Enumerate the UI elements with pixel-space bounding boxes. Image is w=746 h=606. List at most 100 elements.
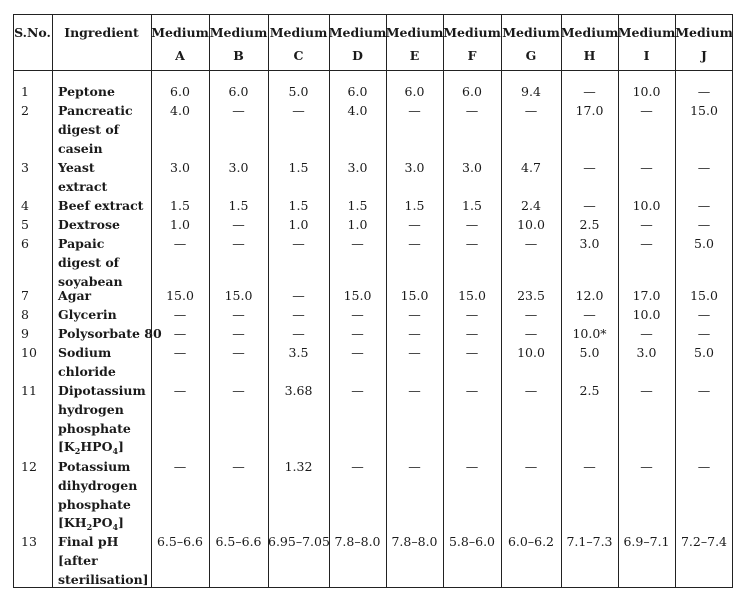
row-number: 1: [21, 84, 29, 99]
table-cell: —: [697, 326, 711, 341]
formula-part: ]: [118, 439, 124, 455]
column-divider: [209, 14, 210, 588]
header-medium: Medium: [151, 25, 209, 40]
ingredient-name: Dipotassium: [58, 383, 146, 398]
table-cell: 6.0: [404, 84, 425, 99]
row-number: 8: [21, 307, 29, 322]
table-cell: —: [465, 459, 479, 474]
row-number: 10: [21, 345, 37, 360]
row-number: 3: [21, 160, 29, 175]
table-cell: 1.0: [347, 217, 368, 232]
table-cell: —: [351, 236, 364, 251]
table-cell: —: [232, 217, 245, 232]
column-divider: [268, 14, 269, 588]
ingredient-name: Yeast: [58, 160, 95, 175]
table-cell: —: [232, 103, 245, 118]
table-cell: —: [232, 459, 245, 474]
ingredient-name: digest of: [58, 121, 120, 137]
formula-part: ]: [118, 515, 124, 531]
row-number: 2: [21, 103, 29, 118]
formula-part: 4: [112, 446, 119, 457]
table-cell: —: [408, 345, 421, 360]
table-cell: —: [351, 345, 364, 360]
table-cell: 4.7: [521, 160, 541, 175]
table-cell: —: [465, 236, 479, 251]
column-divider: [329, 14, 330, 588]
table-cell: —: [408, 459, 421, 474]
ingredient-name: soyabean: [58, 273, 123, 289]
table-cell: 6.95–7.05: [268, 534, 330, 549]
table-cell: —: [583, 459, 596, 474]
table-cell: —: [697, 84, 711, 99]
table-cell: —: [583, 198, 596, 213]
row-number: 12: [21, 459, 37, 474]
ingredient-name: Dextrose: [58, 217, 120, 232]
table-cell: —: [351, 459, 364, 474]
table-cell: 7.8–8.0: [334, 534, 381, 549]
table-cell: 10.0: [632, 198, 661, 213]
table-cell: 3.0: [636, 345, 657, 360]
table-cell: —: [351, 307, 364, 322]
table-cell: 1.5: [228, 198, 249, 213]
table-cell: 23.5: [517, 288, 545, 303]
header-medium: Medium: [385, 25, 444, 40]
ingredient-name: phosphate: [58, 420, 131, 436]
table-cell: 4.0: [347, 103, 368, 118]
table-cell: 1.5: [288, 198, 309, 213]
table-cell: —: [524, 307, 538, 322]
table-cell: 9.4: [521, 84, 541, 99]
table-cell: —: [697, 198, 711, 213]
table-cell: —: [232, 383, 245, 398]
table-cell: 1.0: [288, 217, 309, 232]
column-divider: [675, 14, 676, 588]
header-medium-letter: C: [293, 48, 304, 63]
table-cell: —: [232, 326, 245, 341]
table-cell: 5.8–6.0: [448, 534, 495, 549]
table-cell: —: [292, 326, 305, 341]
table-cell: 1.32: [284, 459, 313, 474]
table-cell: —: [232, 345, 245, 360]
column-divider: [443, 14, 444, 588]
table-cell: 7.2–7.4: [680, 534, 727, 549]
table-cell: —: [292, 307, 305, 322]
header-medium-letter: G: [525, 48, 537, 63]
table-cell: 15.0: [690, 103, 718, 118]
table-cell: 2.5: [579, 217, 600, 232]
table-cell: —: [292, 103, 305, 118]
header-medium: Medium: [269, 25, 328, 40]
table-cell: —: [583, 160, 596, 175]
table-cell: 10.0: [632, 84, 661, 99]
table-cell: 3.0: [347, 160, 368, 175]
table-cell: —: [640, 236, 653, 251]
column-divider: [618, 14, 619, 588]
table-cell: —: [524, 326, 538, 341]
row-number: 7: [21, 288, 29, 303]
table-cell: —: [583, 84, 596, 99]
column-divider: [561, 14, 562, 588]
table-cell: 6.0: [228, 84, 249, 99]
ingredient-name: Polysorbate 80: [58, 326, 162, 341]
table-cell: 3.0: [170, 160, 190, 175]
table-cell: —: [697, 217, 711, 232]
table-cell: 1.0: [170, 217, 190, 232]
table-cell: 1.5: [462, 198, 482, 213]
formula-part: 2: [86, 522, 93, 533]
table-cell: —: [173, 383, 187, 398]
header-medium-letter: H: [583, 48, 596, 63]
table-cell: —: [173, 307, 187, 322]
ingredient-name: hydrogen: [58, 401, 124, 417]
formula-part: HPO: [80, 439, 113, 455]
ingredient-name: Glycerin: [58, 307, 117, 322]
row-number: 11: [21, 383, 37, 398]
header-medium: Medium: [328, 25, 387, 40]
table-cell: —: [640, 103, 653, 118]
table-cell: —: [173, 345, 187, 360]
header-medium-letter: E: [409, 48, 420, 63]
table-cell: 7.1–7.3: [566, 534, 613, 549]
table-cell: 15.0: [224, 288, 253, 303]
table-cell: —: [697, 160, 711, 175]
table-cell: —: [465, 345, 479, 360]
table-cell: 6.5–6.6: [156, 534, 203, 549]
table-cell: —: [465, 383, 479, 398]
table-cell: 5.0: [579, 345, 600, 360]
